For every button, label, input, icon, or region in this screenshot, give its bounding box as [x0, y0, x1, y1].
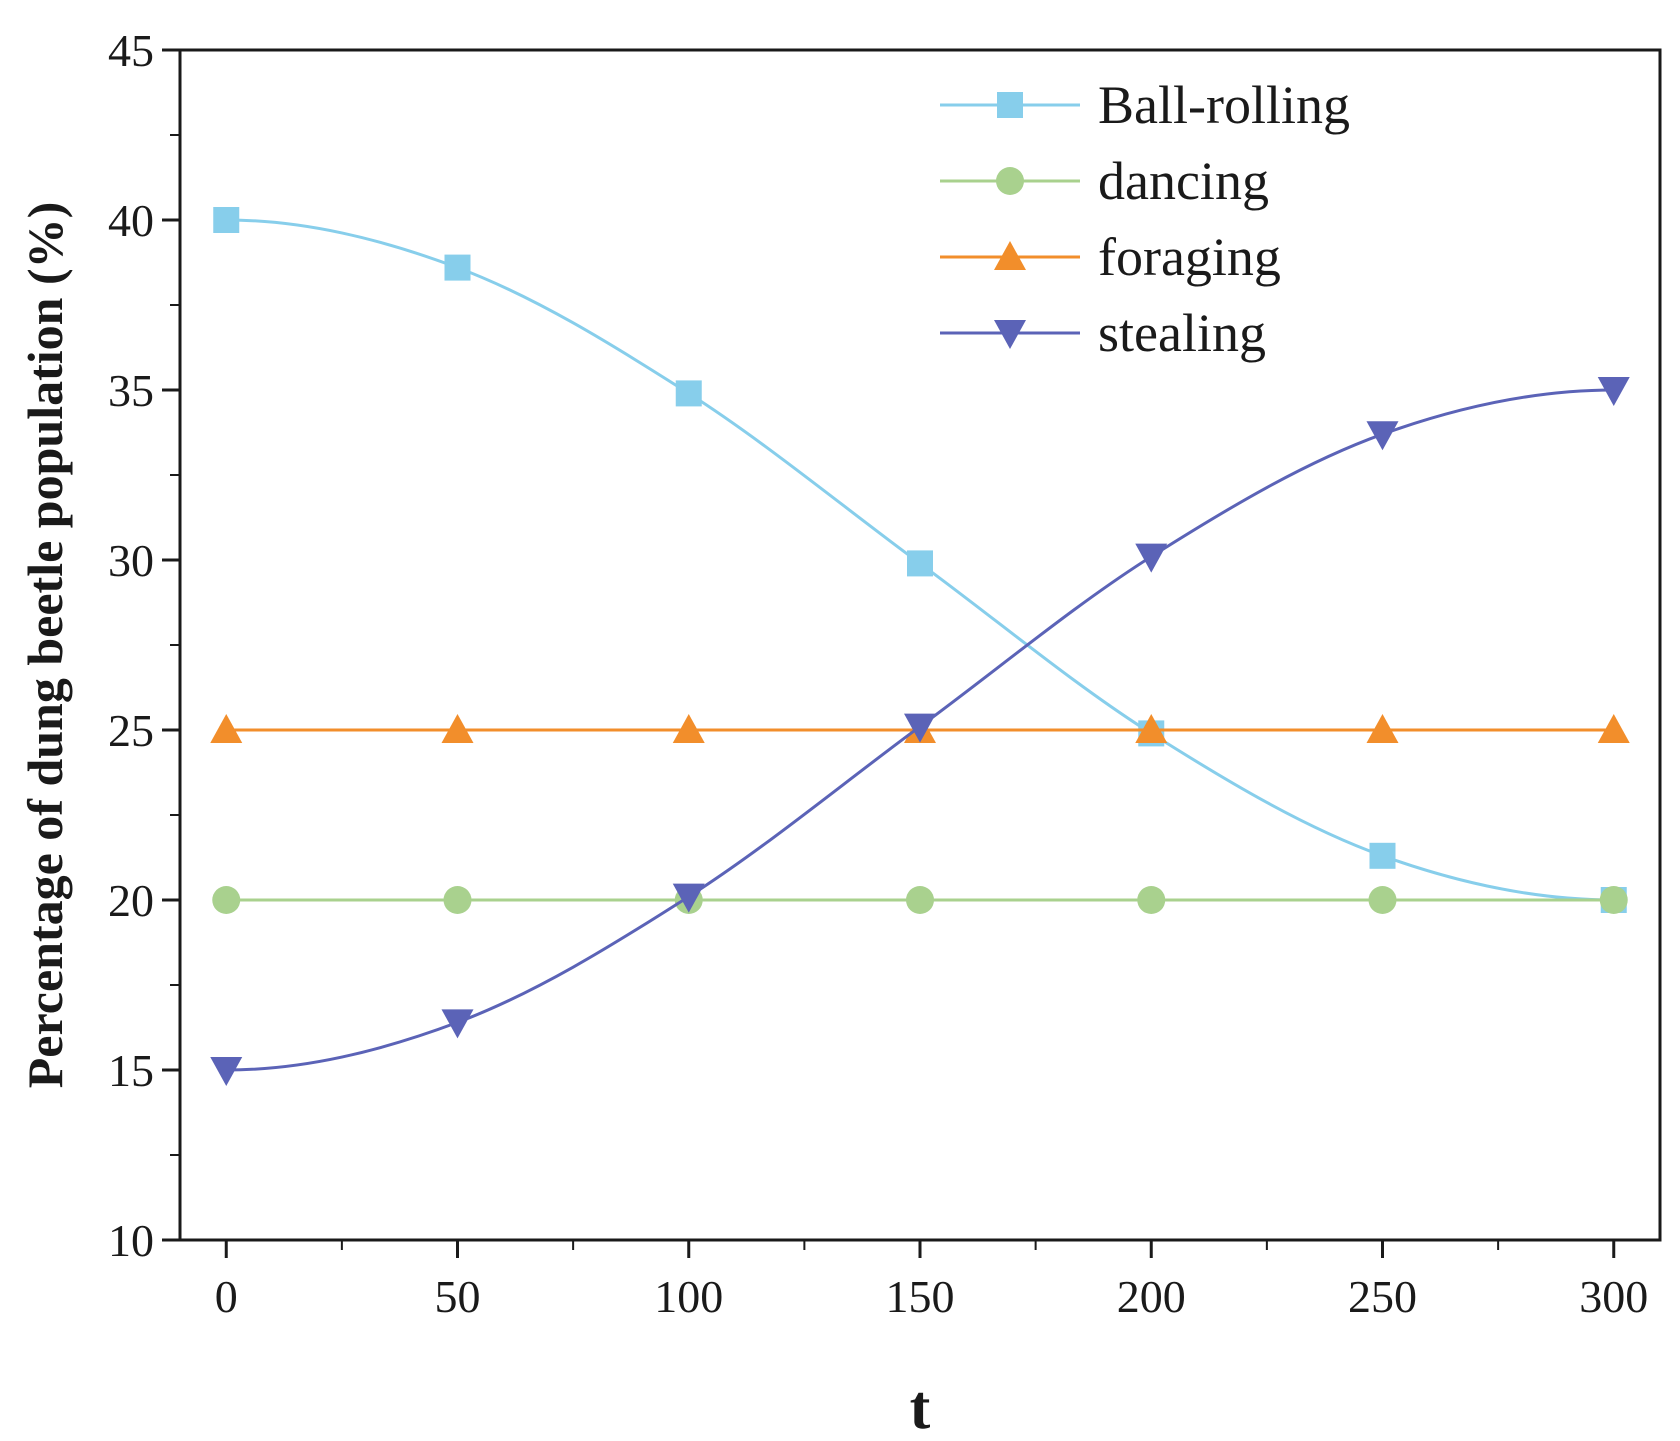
data-point-stealing — [441, 1009, 474, 1039]
legend-marker — [994, 320, 1026, 349]
x-tick-label: 50 — [435, 1271, 481, 1322]
data-point-dancing — [1137, 886, 1166, 914]
data-point-dancing — [1599, 886, 1628, 914]
y-axis: 10 15 20 25 30 35 40 45 — [108, 25, 180, 1266]
legend-marker — [997, 92, 1023, 118]
data-point-stealing — [1366, 421, 1399, 451]
x-tick-label: 300 — [1579, 1271, 1648, 1322]
data-point-ball-rolling — [907, 550, 933, 577]
x-axis: 0 50 100 150 200 250 300 — [215, 1240, 1648, 1322]
data-point-foraging — [1366, 714, 1399, 743]
legend-label: stealing — [1098, 303, 1266, 363]
legend-label: dancing — [1098, 151, 1269, 211]
y-tick-label: 15 — [108, 1045, 154, 1096]
y-tick-label: 10 — [108, 1215, 154, 1266]
y-tick-label: 30 — [108, 535, 154, 586]
data-point-ball-rolling — [675, 380, 702, 407]
y-tick-label: 40 — [108, 195, 154, 246]
x-tick-label: 200 — [1117, 1271, 1186, 1322]
data-point-stealing — [672, 883, 705, 913]
data-point-dancing — [443, 886, 472, 914]
data-point-dancing — [906, 886, 934, 914]
y-tick-label: 20 — [108, 875, 154, 926]
data-point-ball-rolling — [213, 207, 240, 233]
series-stealing — [210, 377, 1630, 1086]
data-point-stealing — [904, 713, 936, 743]
data-point-foraging — [210, 714, 243, 743]
series-layer — [210, 207, 1630, 1086]
series-ball-rolling — [213, 207, 1627, 913]
data-point-ball-rolling — [1369, 842, 1396, 869]
legend-label: Ball-rolling — [1098, 75, 1350, 135]
data-point-foraging — [1135, 714, 1168, 743]
plot-frame — [178, 48, 1662, 1242]
data-point-ball-rolling — [444, 254, 471, 281]
x-tick-label: 0 — [215, 1271, 238, 1322]
x-tick-label: 100 — [654, 1271, 723, 1322]
y-tick-label: 35 — [108, 365, 154, 416]
x-axis-title: t — [910, 1374, 931, 1436]
y-tick-label: 25 — [108, 705, 154, 756]
x-tick-label: 250 — [1348, 1271, 1417, 1322]
legend-marker — [994, 241, 1026, 270]
series-dancing — [212, 886, 1628, 914]
data-point-stealing — [1135, 543, 1168, 573]
legend-marker — [996, 167, 1024, 195]
y-tick-label: 45 — [108, 25, 154, 76]
legend-label: foraging — [1098, 227, 1281, 287]
data-point-dancing — [212, 886, 241, 914]
legend-item-foraging: foraging — [940, 227, 1281, 287]
data-point-foraging — [672, 714, 705, 743]
data-point-dancing — [1368, 886, 1397, 914]
data-point-stealing — [1597, 377, 1630, 406]
data-point-foraging — [441, 714, 474, 743]
y-axis-title: Percentage of dung beetle population (%) — [17, 202, 73, 1089]
legend-item-stealing: stealing — [940, 303, 1266, 363]
data-point-foraging — [1597, 714, 1630, 743]
x-tick-label: 150 — [886, 1271, 955, 1322]
legend-item-ball-rolling: Ball-rolling — [940, 75, 1350, 135]
legend: Ball-rolling dancing foraging stealing — [940, 75, 1350, 363]
data-point-stealing — [210, 1057, 243, 1086]
legend-item-dancing: dancing — [940, 151, 1269, 211]
